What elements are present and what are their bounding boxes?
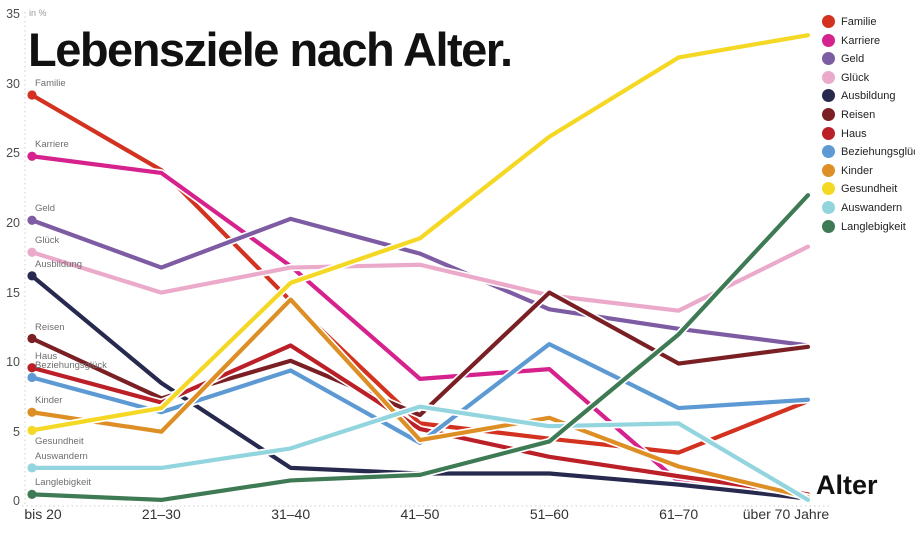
series-line-reisen	[29, 290, 811, 418]
legend-dot-geld	[822, 52, 835, 66]
series-label-familie: Familie	[35, 78, 66, 89]
series-label-beziehungsgluck: Beziehungsglück	[35, 360, 107, 372]
legend-label: Haus	[841, 127, 867, 140]
y-tick-label: 15	[6, 285, 20, 300]
legend-dot-beziehungsgluck	[822, 145, 835, 159]
series-start-dot-beziehungsgluck	[27, 372, 37, 383]
series-start-dot-gesundheit	[27, 425, 37, 435]
x-tick-label: 41–50	[400, 506, 440, 522]
series-label-gluck: Glück	[35, 235, 60, 247]
y-axis-unit-label: in %	[29, 8, 47, 18]
x-tick-label: über 70 Jahre	[742, 506, 830, 522]
series-line-kinder	[29, 297, 811, 500]
legend-dot-auswandern	[822, 201, 835, 214]
series-start-dot-familie	[27, 90, 37, 100]
legend-dot-kinder	[822, 163, 835, 177]
legend-label: Glück	[841, 71, 870, 84]
series-start-dot-reisen	[27, 333, 37, 344]
legend-label: Kinder	[841, 164, 873, 177]
legend-label: Reisen	[841, 109, 876, 121]
legend-dot-reisen	[822, 108, 835, 121]
series-start-dot-ausbildung	[27, 271, 37, 281]
series-line-haus	[29, 343, 811, 497]
series-label-geld: Geld	[35, 203, 56, 215]
legend-label: Gesundheit	[841, 183, 898, 196]
y-tick-label: 10	[6, 355, 20, 370]
y-tick-label: 25	[6, 146, 20, 161]
series-line-auswandern	[29, 404, 811, 503]
series-start-dot-karriere	[27, 151, 37, 161]
x-tick-label: 51–60	[529, 506, 569, 522]
legend-label: Langlebigkeit	[841, 220, 906, 233]
x-tick-label: bis 20	[24, 506, 62, 522]
legend-label: Beziehungsglück	[841, 146, 915, 159]
legend-label: Karriere	[841, 34, 881, 47]
x-axis-title: Alter	[816, 470, 878, 500]
page-title: Lebensziele nach Alter.	[28, 23, 513, 76]
series-line-langlebigkeit	[29, 193, 811, 503]
legend-label: Familie	[841, 16, 877, 28]
legend-label: Geld	[841, 53, 865, 66]
legend-dot-gesundheit	[822, 182, 835, 196]
legend-dot-karriere	[822, 33, 835, 47]
series-label-ausbildung: Ausbildung	[35, 258, 83, 270]
series-label-gesundheit: Gesundheit	[35, 436, 84, 448]
y-tick-label: 0	[13, 494, 20, 509]
y-tick-label: 5	[13, 424, 20, 439]
series-label-auswandern: Auswandern	[35, 450, 88, 462]
series-label-kinder: Kinder	[35, 395, 63, 407]
series-start-dot-geld	[27, 215, 37, 225]
legend-dot-familie	[822, 15, 835, 28]
x-tick-label: 31–40	[271, 506, 311, 522]
legend-dot-langlebigkeit	[822, 219, 835, 233]
legend-dot-ausbildung	[822, 89, 835, 103]
series-start-dot-langlebigkeit	[27, 489, 37, 499]
series-label-karriere: Karriere	[35, 139, 69, 151]
series-label-haus: Haus	[35, 350, 58, 362]
x-tick-label: 61–70	[659, 506, 699, 522]
y-tick-label: 30	[6, 76, 20, 91]
series-start-dot-kinder	[27, 407, 37, 417]
y-tick-label: 20	[6, 216, 20, 231]
series-line-gluck	[29, 244, 811, 313]
series-label-reisen: Reisen	[35, 321, 65, 333]
legend-dot-gluck	[822, 70, 835, 84]
series-line-gesundheit	[29, 33, 811, 433]
series-line-geld	[29, 216, 811, 348]
series-start-dot-haus	[27, 363, 37, 373]
legend-label: Ausbildung	[841, 90, 896, 103]
series-label-langlebigkeit: Langlebigkeit	[35, 477, 91, 489]
series-start-dot-auswandern	[27, 463, 37, 473]
y-tick-label: 35	[6, 7, 20, 22]
series-start-dot-gluck	[27, 247, 37, 257]
legend-dot-haus	[822, 126, 835, 140]
legend-label: Auswandern	[841, 202, 903, 214]
x-tick-label: 21–30	[141, 506, 181, 522]
